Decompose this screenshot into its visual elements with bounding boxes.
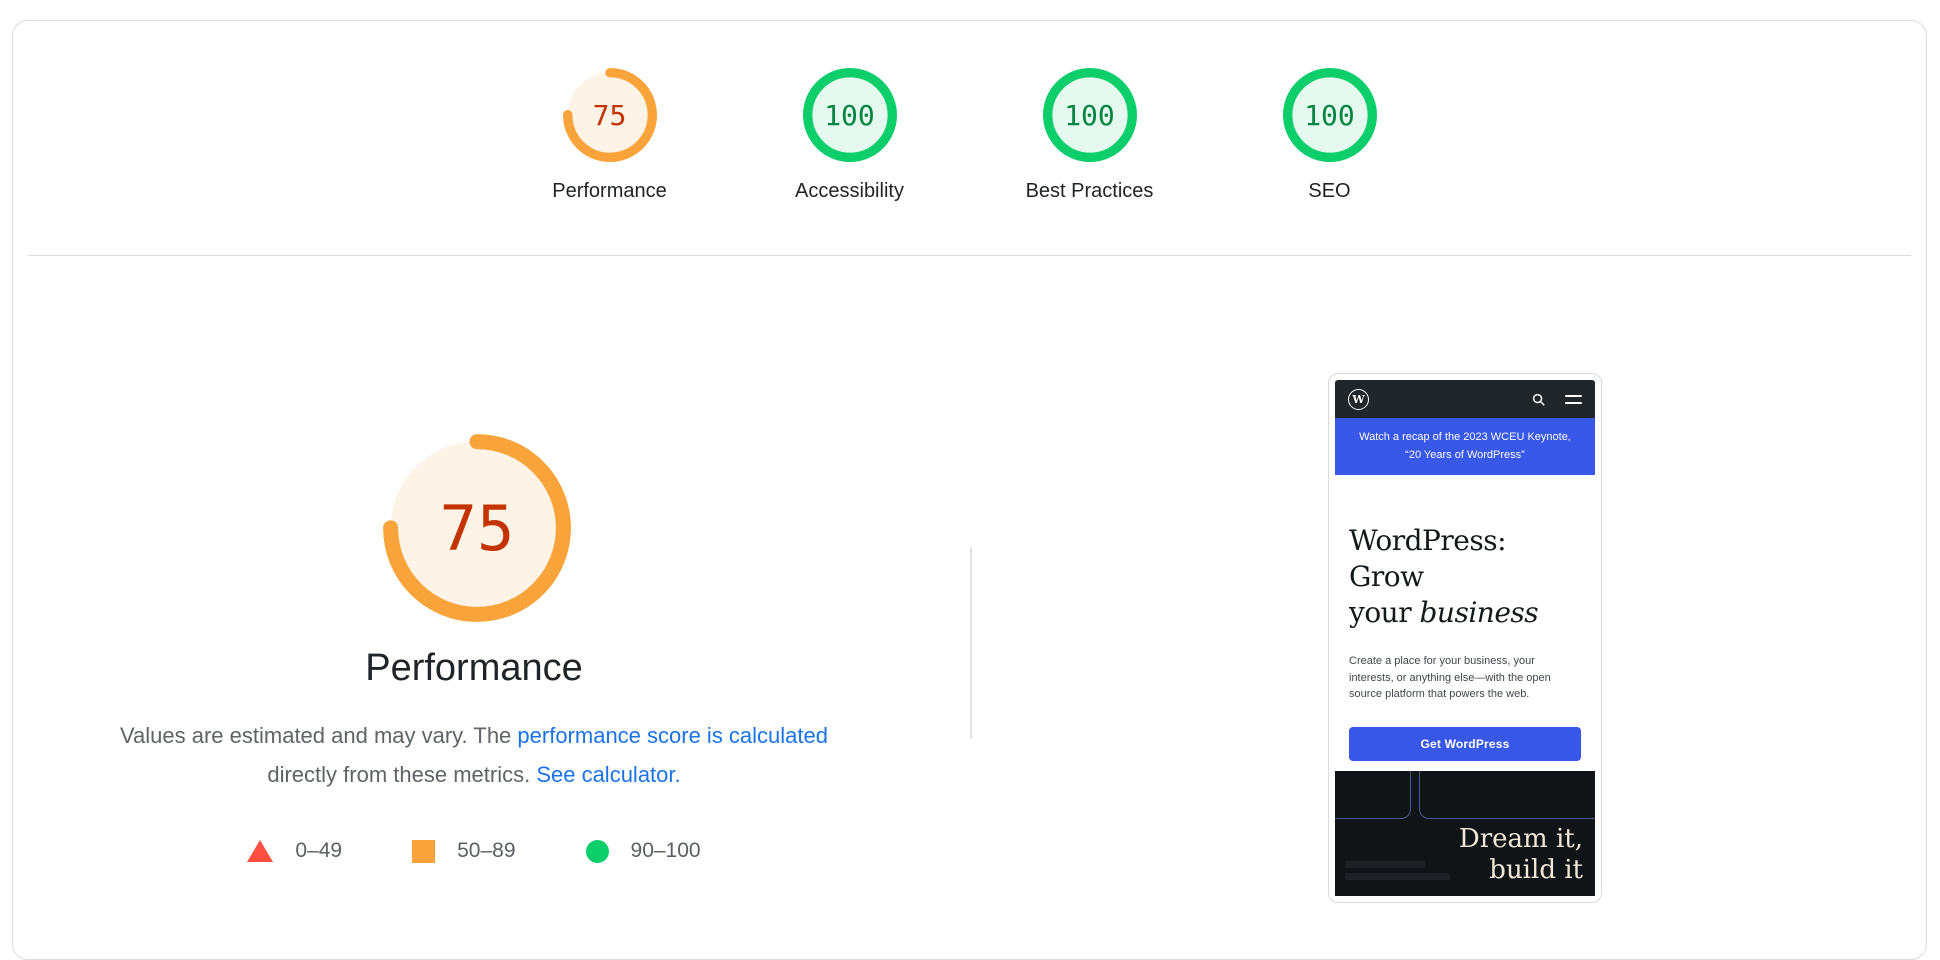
summary-gauge-accessibility[interactable]: 100 Accessibility: [765, 68, 935, 203]
hero-faint-bar: [1345, 873, 1450, 880]
wp-paragraph: Create a place for your business, your i…: [1349, 655, 1551, 700]
hero-faint-bar: [1345, 861, 1425, 868]
get-wordpress-button: Get WordPress: [1349, 726, 1581, 761]
pass-circle-icon: [585, 839, 609, 863]
final-screenshot-thumbnail: W Watch a recap of the 2023 WCEU Keynote…: [1328, 373, 1602, 903]
score-value: 100: [1064, 98, 1115, 132]
score-legend: 0–49 50–89 90–100: [13, 839, 935, 863]
wp-dark-hero: Dream it, build it: [1335, 771, 1595, 896]
description-text: Values are estimated and may vary. The: [119, 723, 518, 748]
wp-heading-italic: business: [1419, 596, 1539, 629]
accessibility-gauge: 100: [802, 68, 897, 162]
score-value: 75: [592, 98, 627, 132]
hero-tagline-line1: Dream it,: [1458, 824, 1583, 854]
summary-gauge-best-practices[interactable]: 100 Best Practices: [1005, 68, 1175, 203]
wp-announcement-banner: Watch a recap of the 2023 WCEU Keynote, …: [1335, 418, 1595, 475]
gauge-arc-svg: [383, 434, 571, 622]
score-label: SEO: [1308, 180, 1351, 202]
hero-tagline-line2: build it: [1489, 855, 1583, 885]
lighthouse-report-card: 75 Performance 100 Accessibility 100: [12, 20, 1927, 960]
score-value: 75: [439, 491, 515, 565]
blueprint-box-left: [1335, 771, 1411, 819]
score-value: 100: [1304, 98, 1355, 132]
legend-item-average: 50–89: [412, 839, 516, 863]
gauge-arc-svg: [802, 68, 897, 162]
gauge-arc-svg: [1282, 68, 1377, 162]
score-calculation-link[interactable]: performance score is calculated: [517, 723, 828, 748]
performance-detail-gauge: 75: [381, 432, 573, 624]
summary-scores-row: 75 Performance 100 Accessibility 100: [13, 21, 1926, 203]
gauge-arc-svg: [1042, 68, 1137, 162]
best-practices-gauge: 100: [1042, 68, 1137, 162]
horizontal-divider: [28, 255, 1911, 256]
legend-range: 90–100: [630, 839, 701, 862]
performance-title: Performance: [365, 647, 583, 689]
wp-hero-content: WordPress: Grow your business Create a p…: [1335, 475, 1595, 761]
description-line-1: Values are estimated and may vary. The p…: [13, 716, 935, 755]
gauge-arc-svg: [562, 68, 657, 162]
description-line-2: directly from these metrics. See calcula…: [13, 755, 935, 794]
seo-gauge: 100: [1282, 68, 1377, 162]
search-icon: [1532, 393, 1545, 406]
legend-range: 0–49: [295, 839, 343, 862]
score-label: Best Practices: [1025, 180, 1154, 202]
performance-gauge: 75: [562, 68, 657, 162]
vertical-divider: [970, 547, 972, 739]
see-calculator-link[interactable]: See calculator.: [536, 762, 681, 787]
wp-heading-line2: your: [1349, 596, 1420, 629]
score-label: Accessibility: [795, 180, 904, 202]
wp-heading-line1: WordPress: Grow: [1349, 524, 1507, 593]
summary-gauge-performance[interactable]: 75 Performance: [525, 68, 695, 203]
performance-description: Values are estimated and may vary. The p…: [13, 716, 935, 794]
wp-heading: WordPress: Grow your business: [1349, 523, 1581, 631]
menu-icon: [1565, 394, 1582, 404]
legend-item-pass: 90–100: [585, 839, 701, 863]
summary-gauge-seo[interactable]: 100 SEO: [1245, 68, 1415, 203]
wp-hero-tagline: Dream it, build it: [1459, 824, 1583, 886]
description-text: directly from these metrics.: [267, 762, 537, 787]
score-label: Performance: [552, 180, 667, 202]
blueprint-box-right: [1419, 771, 1595, 819]
fail-triangle-icon: [247, 840, 274, 862]
legend-range: 50–89: [457, 839, 516, 862]
wp-site-header: W: [1335, 380, 1595, 418]
wordpress-logo-icon: W: [1348, 388, 1369, 410]
average-square-icon: [412, 839, 436, 863]
performance-section: 75 Performance Values are estimated and …: [13, 256, 1926, 932]
legend-item-fail: 0–49: [247, 839, 342, 863]
score-value: 100: [824, 98, 875, 132]
